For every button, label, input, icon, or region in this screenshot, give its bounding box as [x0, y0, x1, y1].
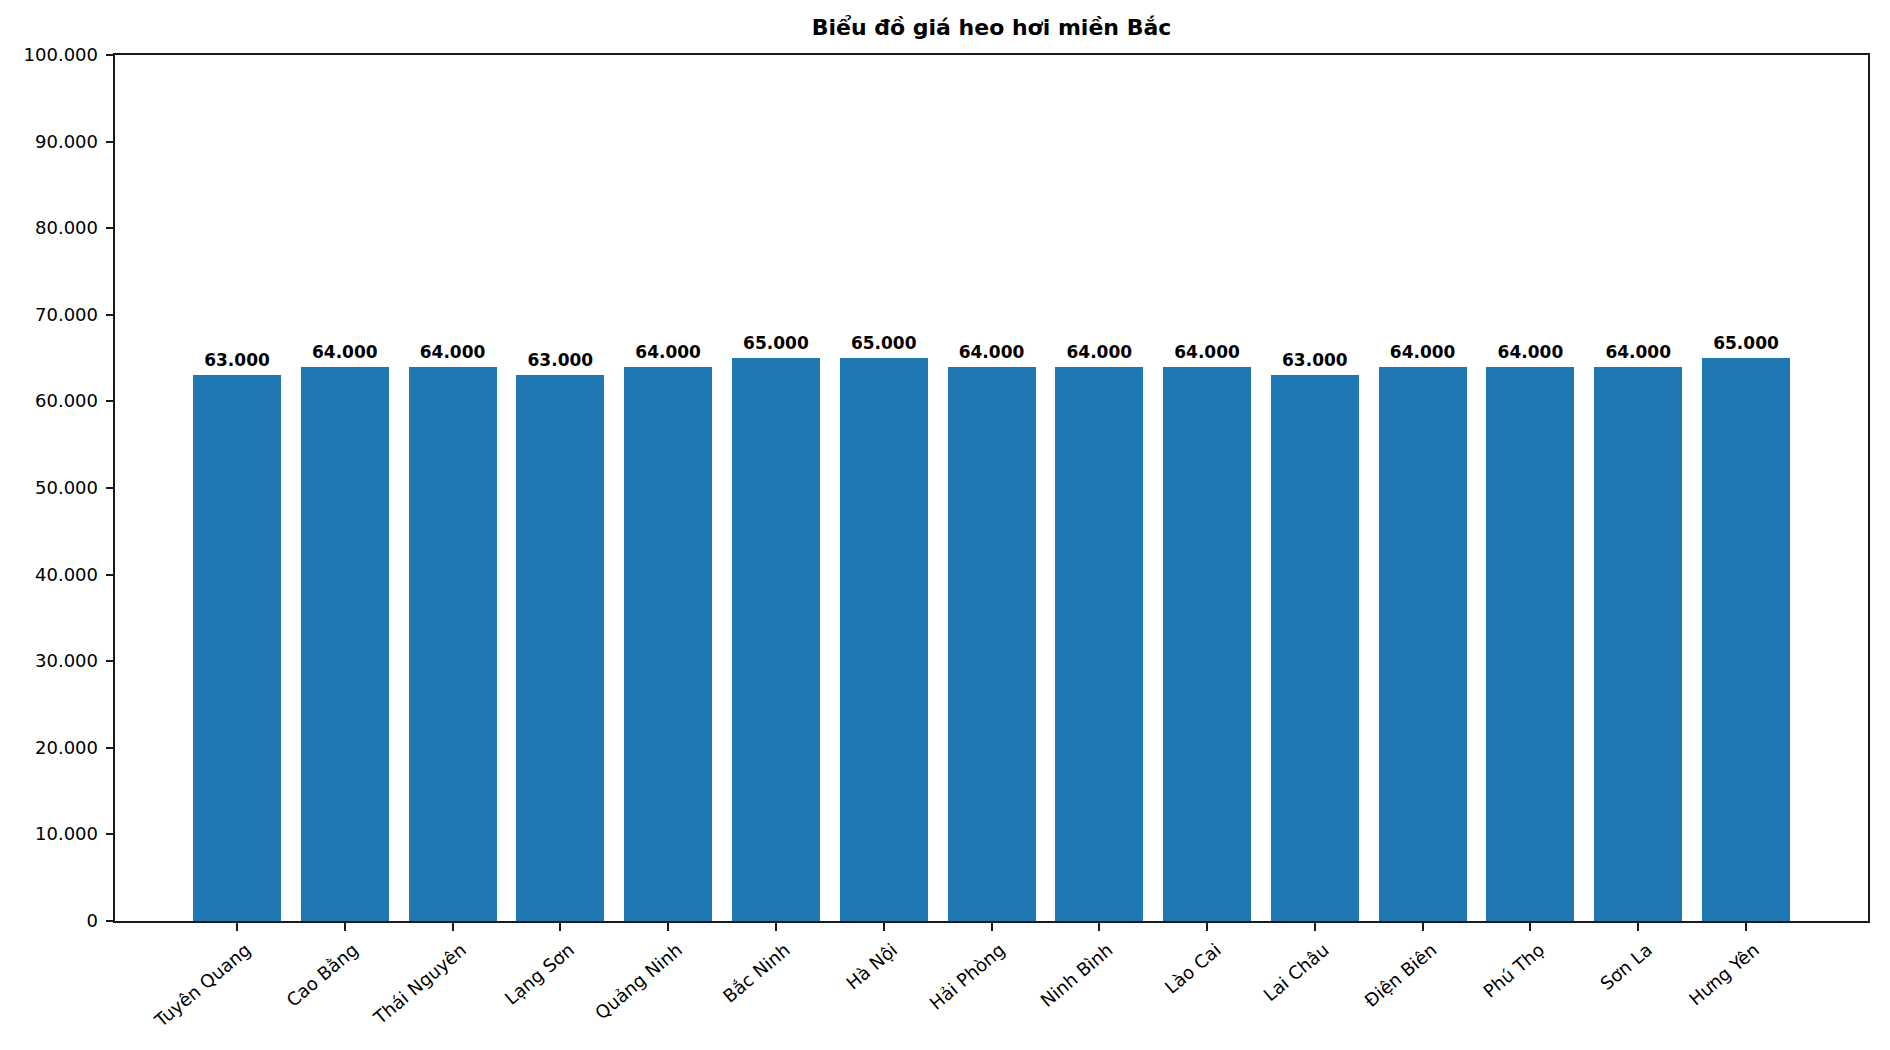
- bar: [1055, 367, 1143, 921]
- x-tick-label: Lai Châu: [1259, 939, 1332, 1005]
- y-tick-mark: [106, 747, 113, 749]
- y-tick-mark: [106, 574, 113, 576]
- x-tick-mark: [1745, 923, 1747, 931]
- x-tick-mark: [1098, 923, 1100, 931]
- x-tick-mark: [1206, 923, 1208, 931]
- y-tick-label: 20.000: [35, 738, 98, 758]
- bar-value-label: 63.000: [204, 350, 270, 370]
- x-tick-label: Phú Thọ: [1479, 939, 1548, 1002]
- bar-value-label: 65.000: [851, 333, 917, 353]
- y-tick-mark: [106, 833, 113, 835]
- bar: [624, 367, 712, 921]
- x-tick-mark: [883, 923, 885, 931]
- bar: [409, 367, 497, 921]
- bar-value-label: 64.000: [1605, 342, 1671, 362]
- x-tick-label: Hưng Yên: [1685, 939, 1763, 1009]
- y-tick-mark: [106, 920, 113, 922]
- bar: [840, 358, 928, 921]
- x-tick-mark: [991, 923, 993, 931]
- bar: [1702, 358, 1790, 921]
- x-tick-label: Lạng Sơn: [500, 939, 577, 1009]
- bar-value-label: 64.000: [312, 342, 378, 362]
- bar-value-label: 64.000: [1174, 342, 1240, 362]
- x-tick-mark: [1637, 923, 1639, 931]
- x-tick-mark: [667, 923, 669, 931]
- y-tick-label: 0: [87, 911, 98, 931]
- bar-value-label: 65.000: [743, 333, 809, 353]
- x-tick-label: Bắc Ninh: [718, 939, 793, 1007]
- bar: [1163, 367, 1251, 921]
- bar: [1379, 367, 1467, 921]
- y-tick-label: 60.000: [35, 391, 98, 411]
- y-tick-mark: [106, 487, 113, 489]
- x-tick-label: Sơn La: [1596, 939, 1656, 994]
- bar-value-label: 64.000: [420, 342, 486, 362]
- y-tick-label: 70.000: [35, 305, 98, 325]
- x-tick-label: Hà Nội: [842, 939, 901, 994]
- bar: [1594, 367, 1682, 921]
- y-tick-mark: [106, 400, 113, 402]
- plot-area: 010.00020.00030.00040.00050.00060.00070.…: [113, 53, 1870, 923]
- x-tick-label: Hải Phòng: [925, 939, 1009, 1014]
- figure: Biểu đồ giá heo hơi miền Bắc 010.00020.0…: [0, 0, 1890, 1050]
- x-tick-label: Ninh Bình: [1037, 939, 1117, 1011]
- x-tick-label: Lào Cai: [1160, 939, 1224, 998]
- x-tick-mark: [452, 923, 454, 931]
- y-tick-label: 80.000: [35, 218, 98, 238]
- bar-value-label: 64.000: [1390, 342, 1456, 362]
- y-tick-label: 100.000: [24, 45, 98, 65]
- bar: [1271, 375, 1359, 921]
- bar-value-label: 64.000: [959, 342, 1025, 362]
- y-tick-mark: [106, 660, 113, 662]
- bar-value-label: 64.000: [635, 342, 701, 362]
- x-tick-label: Quảng Ninh: [591, 939, 686, 1024]
- bar: [732, 358, 820, 921]
- bar: [948, 367, 1036, 921]
- chart-title: Biểu đồ giá heo hơi miền Bắc: [113, 15, 1870, 40]
- bar-value-label: 63.000: [1282, 350, 1348, 370]
- y-tick-mark: [106, 54, 113, 56]
- x-tick-mark: [1529, 923, 1531, 931]
- y-tick-label: 10.000: [35, 824, 98, 844]
- x-tick-label: Điện Biên: [1360, 939, 1440, 1011]
- x-tick-label: Cao Bằng: [282, 939, 362, 1011]
- bar-value-label: 63.000: [528, 350, 594, 370]
- y-tick-mark: [106, 227, 113, 229]
- bar-value-label: 64.000: [1066, 342, 1132, 362]
- y-tick-label: 30.000: [35, 651, 98, 671]
- x-tick-label: Tuyên Quang: [151, 939, 255, 1031]
- bar: [193, 375, 281, 921]
- x-tick-mark: [236, 923, 238, 931]
- x-tick-mark: [1314, 923, 1316, 931]
- y-tick-label: 40.000: [35, 565, 98, 585]
- bar: [516, 375, 604, 921]
- bar-value-label: 64.000: [1498, 342, 1564, 362]
- y-tick-mark: [106, 141, 113, 143]
- x-tick-mark: [559, 923, 561, 931]
- x-tick-mark: [344, 923, 346, 931]
- x-tick-label: Thái Nguyên: [370, 939, 471, 1028]
- bar-value-label: 65.000: [1713, 333, 1779, 353]
- bar: [301, 367, 389, 921]
- bar: [1486, 367, 1574, 921]
- y-tick-label: 50.000: [35, 478, 98, 498]
- x-tick-mark: [1422, 923, 1424, 931]
- y-tick-mark: [106, 314, 113, 316]
- x-tick-mark: [775, 923, 777, 931]
- y-tick-label: 90.000: [35, 132, 98, 152]
